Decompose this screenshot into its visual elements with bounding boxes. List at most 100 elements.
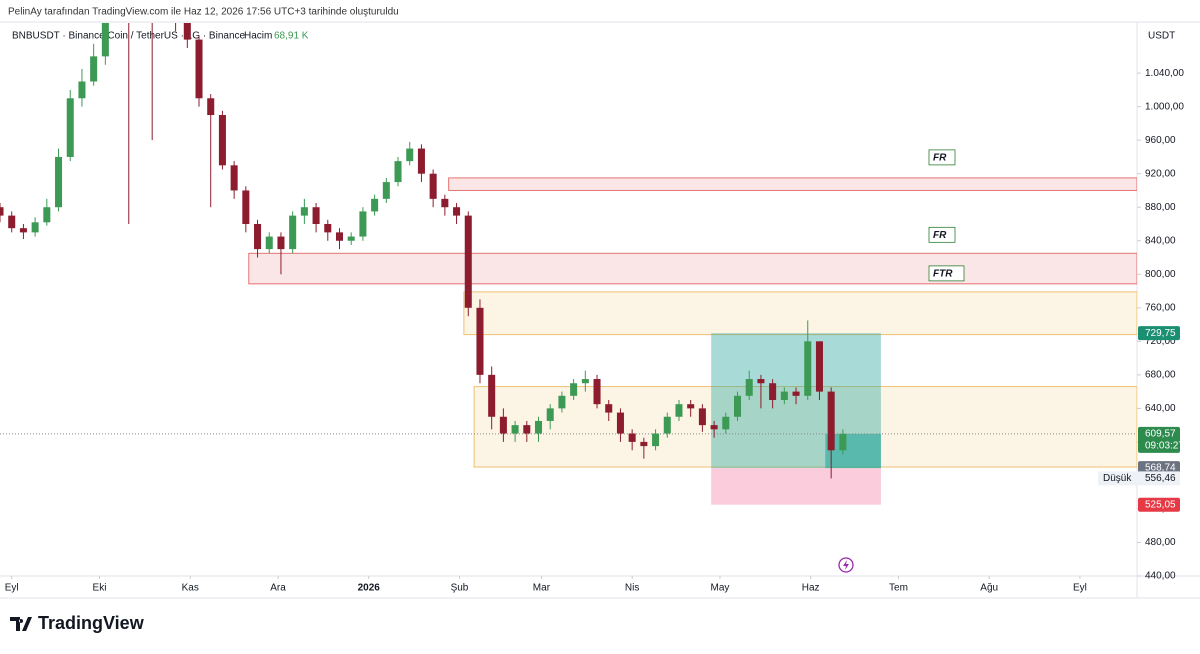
candle-body — [628, 433, 636, 442]
candle-body — [640, 441, 648, 447]
candle-body — [429, 173, 437, 199]
candle-body — [523, 425, 531, 434]
zone — [248, 252, 1137, 285]
volume-label: Hacim — [244, 31, 272, 42]
y-tick-label: 800,00 — [1145, 269, 1176, 280]
candle-body — [605, 404, 613, 413]
target-tag: 729,75 — [1145, 328, 1176, 339]
candle-body — [101, 23, 109, 57]
candle-body — [453, 207, 461, 216]
candle-body — [675, 404, 683, 417]
candle-body — [476, 307, 484, 375]
low-tag-text: Düşük — [1103, 473, 1132, 484]
candle-body — [534, 420, 543, 434]
y-tick-label: 440,00 — [1145, 571, 1176, 582]
candle-body — [149, 0, 156, 6]
x-tick-label: Ara — [270, 583, 286, 594]
candle-body — [546, 408, 554, 421]
currency: USDT — [1148, 31, 1175, 42]
candle-body — [347, 236, 355, 241]
candle-body — [558, 395, 566, 409]
candle-body — [43, 207, 51, 223]
x-tick-label: 2026 — [358, 583, 381, 594]
candle-body — [417, 148, 425, 174]
last-price-tag-countdown: 09:03:27 — [1145, 441, 1184, 452]
candle-body — [312, 207, 320, 224]
candle-body — [792, 391, 800, 396]
candle-body — [242, 190, 250, 224]
candle-body — [265, 236, 273, 250]
x-tick-label: Kas — [182, 583, 199, 594]
candle-body — [183, 23, 191, 40]
candle-body — [499, 416, 507, 434]
candle-body — [55, 156, 63, 208]
zone — [448, 177, 1137, 191]
entry-tag: 568,74 — [1145, 463, 1176, 474]
candle-body — [570, 383, 578, 396]
x-tick-label: Nis — [625, 583, 639, 594]
candle-body — [745, 379, 753, 396]
x-tick-label: Tem — [889, 583, 908, 594]
candle-body — [0, 207, 4, 216]
candle-body — [769, 383, 777, 400]
y-tick-label: 1.000,00 — [1145, 101, 1184, 112]
candle-body — [218, 115, 226, 166]
low-tag-bg — [1098, 471, 1180, 486]
zone-label-box — [928, 226, 956, 243]
candle-body — [593, 379, 601, 405]
candle-body — [324, 223, 332, 233]
candle-body — [31, 222, 39, 233]
candle-body — [254, 223, 262, 250]
candle-body — [289, 215, 297, 250]
candle-body — [616, 412, 624, 434]
candle-body — [698, 408, 706, 426]
candle-body — [734, 395, 742, 417]
zone-label: FTR — [933, 269, 953, 280]
credit: PelinAy tarafından TradingView.com ile H… — [8, 7, 399, 18]
candle-body — [780, 391, 788, 400]
y-tick-label: 760,00 — [1145, 302, 1176, 313]
candle-body — [78, 81, 86, 99]
candle-body — [441, 198, 449, 208]
candle-body — [207, 98, 215, 116]
candle-body — [277, 236, 285, 250]
zone-label: FR — [933, 230, 947, 241]
candle-body — [827, 391, 835, 451]
logo — [10, 617, 32, 631]
x-tick-label: Eyl — [1073, 583, 1087, 594]
y-tick-label: 880,00 — [1145, 202, 1176, 213]
candle-body — [90, 56, 98, 82]
candle-body — [66, 98, 74, 157]
y-tick-label: 960,00 — [1145, 135, 1176, 146]
y-tick-label: 1.040,00 — [1145, 68, 1184, 79]
candle-body — [663, 416, 671, 434]
y-tick-label: 680,00 — [1145, 369, 1176, 380]
brand: TradingView — [38, 613, 145, 633]
candle-body — [652, 433, 660, 447]
candle-body — [757, 379, 765, 384]
candle-body — [710, 425, 718, 430]
low-tag: 556,46 — [1145, 473, 1176, 484]
x-tick-label: Ağu — [980, 583, 998, 594]
candle-body — [394, 161, 402, 183]
candle-body — [195, 39, 203, 99]
candle-body — [335, 232, 344, 241]
x-tick-label: Eyl — [5, 583, 19, 594]
candle-body — [406, 148, 414, 162]
y-tick-label: 480,00 — [1145, 537, 1176, 548]
candle-body — [300, 207, 308, 216]
stop-tag: 525,05 — [1145, 499, 1176, 510]
target-tag-bg — [1138, 326, 1180, 341]
zone-label-box — [928, 265, 965, 282]
x-tick-label: May — [711, 583, 730, 594]
candle-body — [687, 404, 695, 409]
x-tick-label: Şub — [451, 583, 469, 594]
candle-body — [371, 198, 379, 212]
x-tick-label: Haz — [802, 583, 820, 594]
loss-zone — [711, 468, 881, 505]
x-tick-label: Mar — [533, 583, 551, 594]
last-price-tag: 609,57 — [1145, 429, 1176, 440]
candle-body — [815, 341, 823, 392]
volume: 68,91 K — [274, 31, 309, 42]
